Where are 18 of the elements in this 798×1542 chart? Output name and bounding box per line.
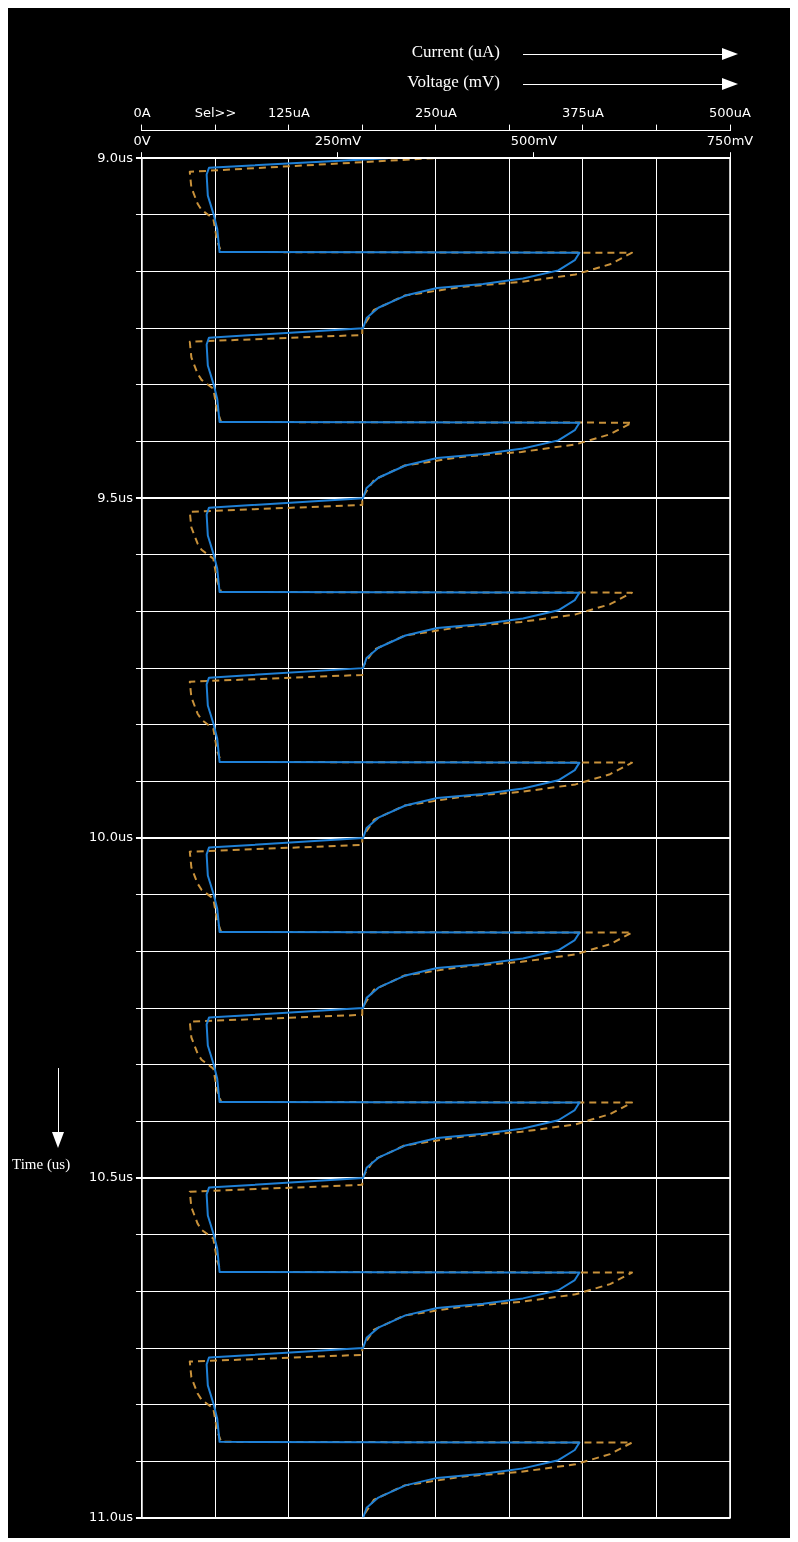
y-axis-title: Time (us)	[12, 1156, 71, 1173]
x2-tick-label: 500mV	[510, 132, 558, 148]
x-tick-label: Sel>>	[194, 105, 237, 121]
x-axis-title: Current (uA)	[411, 42, 500, 62]
x2-tick-label: 0V	[133, 132, 151, 148]
x-tick-label: 250uA	[415, 105, 458, 121]
y-tick-label: 10.0us	[88, 829, 134, 845]
x-tick-label: 0A	[133, 105, 151, 121]
x2-tick-label: 250mV	[314, 132, 362, 148]
y-tick-label: 9.5us	[97, 489, 134, 505]
x2-tick-label: 750mV	[706, 132, 754, 148]
y-tick-label: 10.5us	[88, 1169, 134, 1185]
x-tick-label: 500uA	[709, 105, 752, 121]
x-tick-label: 375uA	[562, 105, 605, 121]
y-tick-label: 11.0us	[88, 1509, 134, 1525]
x2-axis-title: Voltage (mV)	[407, 72, 500, 92]
x-tick-label: 125uA	[267, 105, 311, 121]
y-tick-label: 9.0us	[97, 149, 134, 165]
